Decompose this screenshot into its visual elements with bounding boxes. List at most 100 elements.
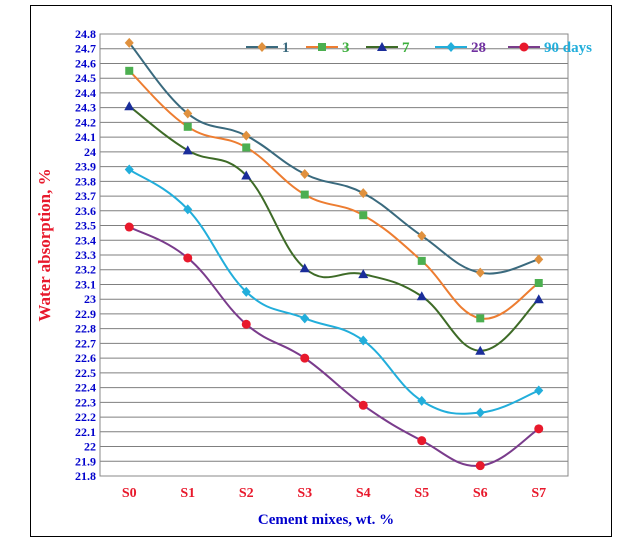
data-point bbox=[358, 269, 369, 279]
x-tick-label: S6 bbox=[473, 486, 488, 501]
data-point bbox=[124, 164, 134, 175]
y-tick-label: 23.2 bbox=[75, 263, 96, 277]
y-tick-label: 23 bbox=[84, 292, 96, 306]
series-0 bbox=[124, 37, 544, 278]
y-tick-label: 23.9 bbox=[75, 160, 96, 174]
data-point bbox=[358, 335, 368, 346]
data-point bbox=[475, 267, 485, 278]
data-point bbox=[476, 314, 485, 323]
y-tick-label: 23.1 bbox=[75, 277, 96, 291]
legend-item: 28 bbox=[435, 40, 486, 56]
legend-item: 90 days bbox=[508, 40, 592, 56]
data-point bbox=[124, 222, 134, 232]
legend-label: 28 bbox=[471, 40, 486, 56]
data-point bbox=[300, 353, 310, 363]
data-point bbox=[475, 407, 485, 418]
y-tick-label: 23.3 bbox=[75, 248, 96, 262]
data-point bbox=[475, 345, 486, 355]
data-point bbox=[358, 188, 368, 199]
y-tick-label: 22.5 bbox=[75, 366, 96, 380]
y-tick-label: 24.3 bbox=[75, 101, 96, 115]
x-tick-label: S2 bbox=[239, 486, 254, 501]
data-point bbox=[534, 424, 544, 434]
y-tick-label: 22.8 bbox=[75, 322, 96, 336]
y-tick-label: 22.6 bbox=[75, 351, 96, 365]
y-tick-label: 22.2 bbox=[75, 410, 96, 424]
y-tick-label: 23.5 bbox=[75, 219, 96, 233]
data-point bbox=[299, 263, 310, 273]
y-tick-label: 24.7 bbox=[75, 42, 96, 56]
y-tick-label: 21.8 bbox=[75, 469, 96, 483]
legend-item: 7 bbox=[366, 40, 410, 56]
y-tick-label: 23.4 bbox=[75, 233, 96, 247]
y-tick-label: 22.4 bbox=[75, 381, 96, 395]
data-point bbox=[241, 319, 251, 329]
x-axis: S0 S1 S2 S3 S4 S5 S6 S7 bbox=[122, 486, 546, 501]
y-tick-label: 23.6 bbox=[75, 204, 96, 218]
data-point bbox=[124, 101, 135, 111]
data-point bbox=[416, 291, 427, 301]
data-point bbox=[182, 145, 193, 155]
data-point bbox=[241, 170, 252, 180]
legend-marker bbox=[446, 42, 456, 52]
x-tick-label: S3 bbox=[297, 486, 312, 501]
data-point bbox=[358, 400, 368, 410]
data-point bbox=[183, 122, 192, 131]
data-point bbox=[534, 254, 544, 265]
y-axis: 21.821.92222.122.222.322.422.522.622.722… bbox=[75, 27, 96, 483]
y-tick-label: 24.1 bbox=[75, 130, 96, 144]
series-line bbox=[128, 226, 540, 467]
y-tick-label: 23.8 bbox=[75, 174, 96, 188]
y-tick-label: 21.9 bbox=[75, 454, 96, 468]
series-2 bbox=[124, 101, 544, 355]
legend: 1 3 7 28 90 days bbox=[246, 40, 592, 56]
data-point bbox=[533, 294, 544, 304]
x-tick-label: S1 bbox=[180, 486, 195, 501]
y-axis-label: Water absorption, % bbox=[35, 168, 54, 321]
data-point bbox=[417, 395, 427, 406]
data-point bbox=[241, 286, 251, 297]
legend-label: 7 bbox=[402, 40, 410, 56]
series-line bbox=[128, 168, 540, 415]
y-tick-label: 23.7 bbox=[75, 189, 96, 203]
y-tick-label: 22.7 bbox=[75, 336, 96, 350]
data-point bbox=[300, 313, 310, 324]
series bbox=[124, 37, 544, 471]
data-point bbox=[359, 211, 368, 220]
plot-area bbox=[99, 33, 569, 477]
x-tick-label: S7 bbox=[531, 486, 546, 501]
series-3 bbox=[124, 164, 544, 418]
data-point bbox=[417, 256, 426, 265]
y-tick-label: 22.3 bbox=[75, 395, 96, 409]
legend-marker bbox=[377, 42, 387, 51]
data-point bbox=[242, 143, 251, 152]
data-point bbox=[183, 108, 193, 119]
chart-border bbox=[30, 5, 612, 537]
data-point bbox=[300, 190, 309, 199]
x-axis-label: Cement mixes, wt. % bbox=[258, 512, 394, 528]
y-tick-label: 24.4 bbox=[75, 86, 96, 100]
legend-marker bbox=[257, 42, 267, 52]
y-tick-label: 24 bbox=[84, 145, 96, 159]
legend-label: 3 bbox=[342, 40, 350, 56]
x-tick-label: S5 bbox=[414, 486, 429, 501]
legend-marker bbox=[519, 42, 529, 52]
data-point bbox=[417, 436, 427, 446]
data-point bbox=[300, 168, 310, 179]
grid bbox=[100, 33, 568, 477]
y-tick-label: 22.1 bbox=[75, 425, 96, 439]
data-point bbox=[534, 278, 543, 287]
y-tick-label: 22.9 bbox=[75, 307, 96, 321]
data-point bbox=[241, 130, 251, 141]
legend-item: 1 bbox=[246, 40, 290, 56]
data-point bbox=[183, 204, 193, 215]
x-tick-label: S0 bbox=[122, 486, 137, 501]
legend-label: 90 days bbox=[544, 40, 592, 56]
legend-marker bbox=[318, 43, 326, 51]
data-point bbox=[124, 37, 134, 48]
y-tick-label: 24.2 bbox=[75, 115, 96, 129]
x-tick-label: S4 bbox=[356, 486, 371, 501]
legend-item: 3 bbox=[306, 40, 350, 56]
